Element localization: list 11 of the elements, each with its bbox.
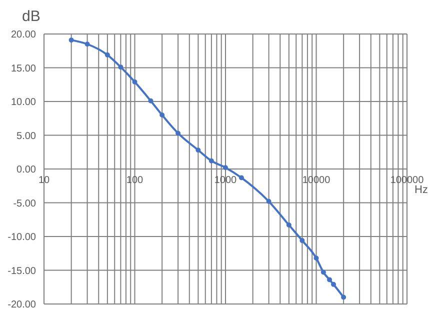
y-tick-label: 15.00 xyxy=(10,63,36,74)
y-tick-label: -15.00 xyxy=(8,266,36,277)
y-tick-label: 20.00 xyxy=(10,30,36,41)
y-tick-label: -5.00 xyxy=(13,198,36,210)
y-tick-label: -10.00 xyxy=(8,232,36,244)
y-tick-label: -20.00 xyxy=(8,300,36,311)
y-tick-label: 5.00 xyxy=(16,130,36,142)
y-axis-title: dB xyxy=(22,8,40,25)
x-axis-title: Hz xyxy=(414,184,428,196)
y-tick-label: 10.00 xyxy=(10,97,36,108)
y-tick-label: 0.00 xyxy=(16,164,36,176)
